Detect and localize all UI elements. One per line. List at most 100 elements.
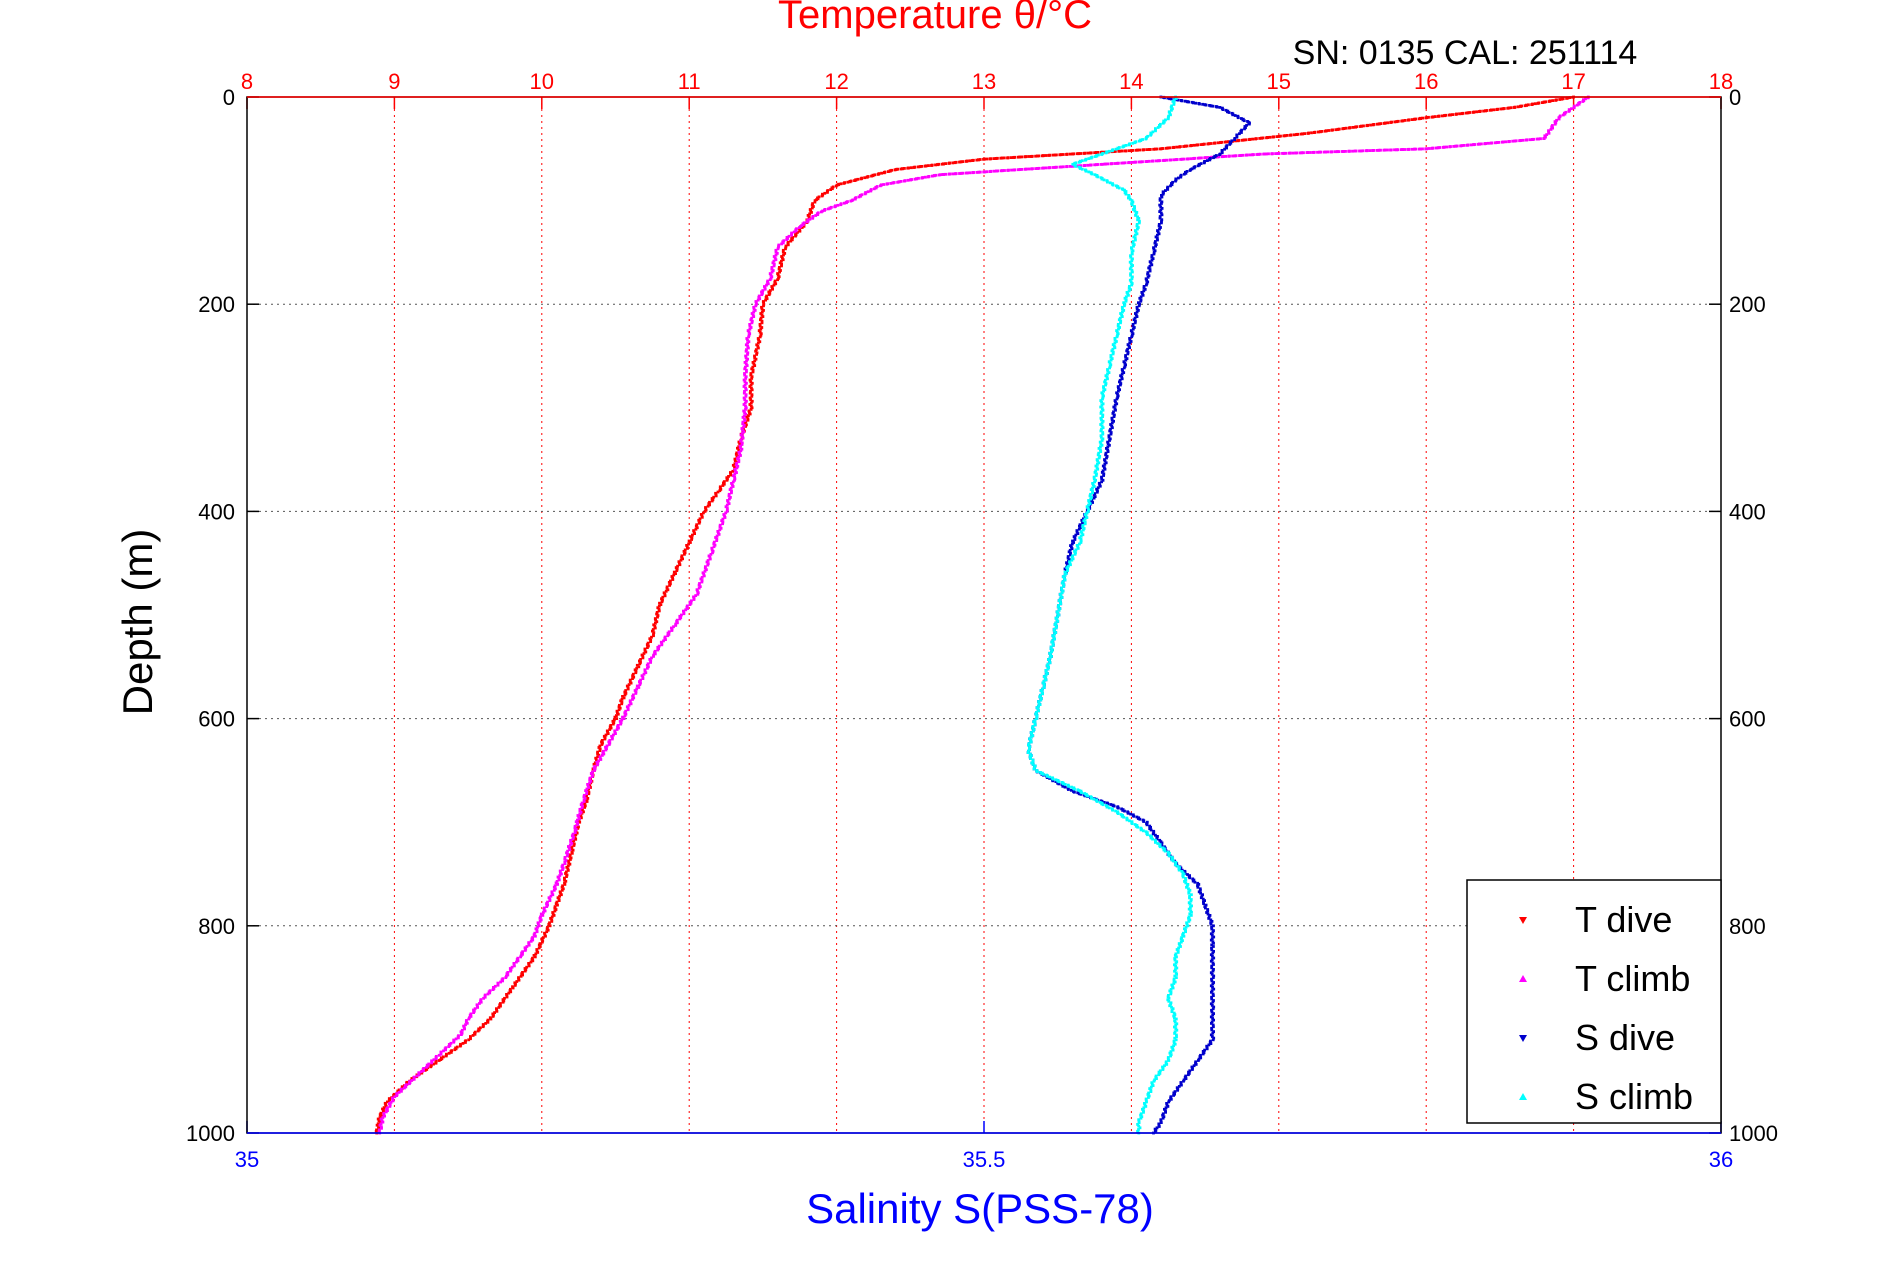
data-point [1212,1005,1216,1009]
data-point [1173,969,1176,973]
data-point [1120,368,1124,371]
data-point [1240,131,1243,134]
data-point [700,579,704,582]
data-point [596,752,599,755]
data-point [1210,964,1214,968]
data-point [739,454,742,457]
data-point [1192,157,1196,160]
data-point [1127,289,1131,293]
data-point [1116,333,1119,337]
data-point [731,483,734,487]
data-point [464,1041,467,1044]
data-point [665,585,669,589]
data-point [585,798,589,802]
legend-entry-label: S climb [1575,1076,1693,1117]
data-point [593,769,596,772]
data-point [697,586,701,590]
data-point [1459,144,1462,148]
data-point [756,341,760,345]
data-point [1554,99,1558,102]
data-point [577,825,580,829]
data-point [758,335,762,339]
data-point [640,674,644,678]
data-point [565,854,569,858]
data-point [725,503,729,507]
data-point [1219,141,1222,144]
data-point [1188,896,1191,900]
data-point [1120,372,1124,376]
data-point [942,173,946,176]
data-point [1174,952,1178,956]
data-point [705,568,708,572]
data-point [537,943,541,947]
data-point [1068,558,1071,561]
legend-marker-t-climb [1519,975,1527,982]
data-point [748,396,752,400]
data-point [537,922,540,926]
data-point [1205,1047,1209,1051]
data-point [1054,631,1058,634]
data-point [1083,520,1087,524]
data-point [1417,147,1421,151]
data-point [454,1037,458,1041]
data-point [1204,103,1208,107]
data-point [1148,268,1152,271]
data-point [1135,305,1139,309]
data-point [383,1114,386,1118]
data-point [382,1110,385,1114]
data-point [750,406,754,410]
data-point [1302,151,1305,155]
data-point [772,264,776,268]
series-t-dive [374,95,1575,1135]
data-point [1386,148,1389,152]
data-point [1060,586,1063,590]
data-point [985,157,989,161]
data-point [1124,149,1127,153]
data-point [1254,137,1257,141]
data-point [1187,100,1191,104]
data-point [565,873,569,877]
data-point [1121,809,1125,812]
data-point [906,166,910,170]
data-point [1082,527,1086,530]
data-point [513,964,516,968]
data-point [574,837,578,841]
data-points [374,95,1590,1135]
data-point [1212,156,1215,160]
data-point [1247,138,1251,141]
data-point [971,159,974,162]
data-point [772,283,776,287]
data-point [992,157,996,160]
data-point [1191,879,1195,883]
legend-marker-s-dive [1519,1035,1527,1042]
data-point [749,401,753,405]
data-point [1099,435,1103,439]
data-point [1154,147,1157,151]
data-point [564,870,568,874]
data-point [813,200,817,204]
data-point [1041,692,1044,696]
data-point [656,606,660,610]
data-point [700,515,704,519]
data-point [1436,146,1440,150]
data-point [642,652,646,655]
legend-entry-label: T climb [1575,958,1690,999]
data-point [1031,758,1035,762]
data-point [403,1086,406,1090]
data-point [563,876,566,880]
data-point [1092,493,1096,497]
data-point [624,712,628,716]
data-point [1113,337,1117,340]
data-point [573,826,577,830]
data-point [1452,145,1456,148]
data-point [727,492,731,496]
right-depth-tick-label: 200 [1729,292,1766,317]
data-point [1216,155,1219,159]
data-point [1116,323,1120,326]
data-point [1445,145,1449,149]
data-point [692,598,696,601]
data-point [1027,743,1030,747]
data-point [802,224,806,228]
data-point [1174,971,1178,975]
data-point [1136,148,1140,152]
